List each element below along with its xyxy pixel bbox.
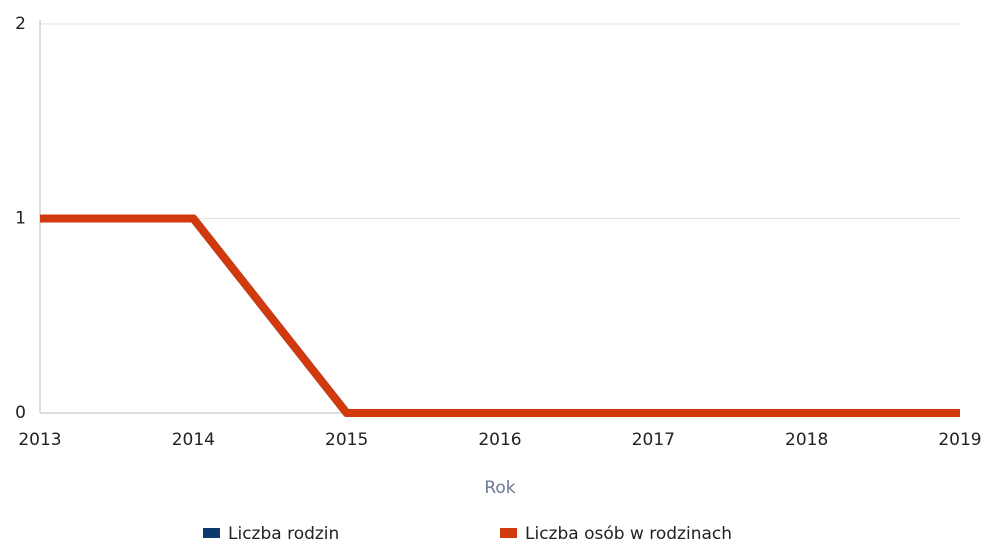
x-tick-label: 2013 xyxy=(18,430,61,450)
y-tick-label: 1 xyxy=(15,209,26,229)
x-tick-label: 2017 xyxy=(632,430,675,450)
series-line xyxy=(40,214,960,417)
series-line xyxy=(40,214,960,417)
legend-swatch xyxy=(203,528,220,538)
x-tick-label: 2015 xyxy=(325,430,368,450)
x-tick-label: 2014 xyxy=(172,430,215,450)
legend-swatch xyxy=(500,528,517,538)
legend-label: Liczba osób w rodzinach xyxy=(525,524,732,544)
y-tick-label: 0 xyxy=(15,403,26,423)
legend-label: Liczba rodzin xyxy=(228,524,339,544)
x-tick-label: 2016 xyxy=(478,430,521,450)
x-tick-label: 2018 xyxy=(785,430,828,450)
y-tick-label: 2 xyxy=(15,14,26,34)
x-axis-label: Rok xyxy=(484,478,515,498)
x-tick-label: 2019 xyxy=(938,430,981,450)
